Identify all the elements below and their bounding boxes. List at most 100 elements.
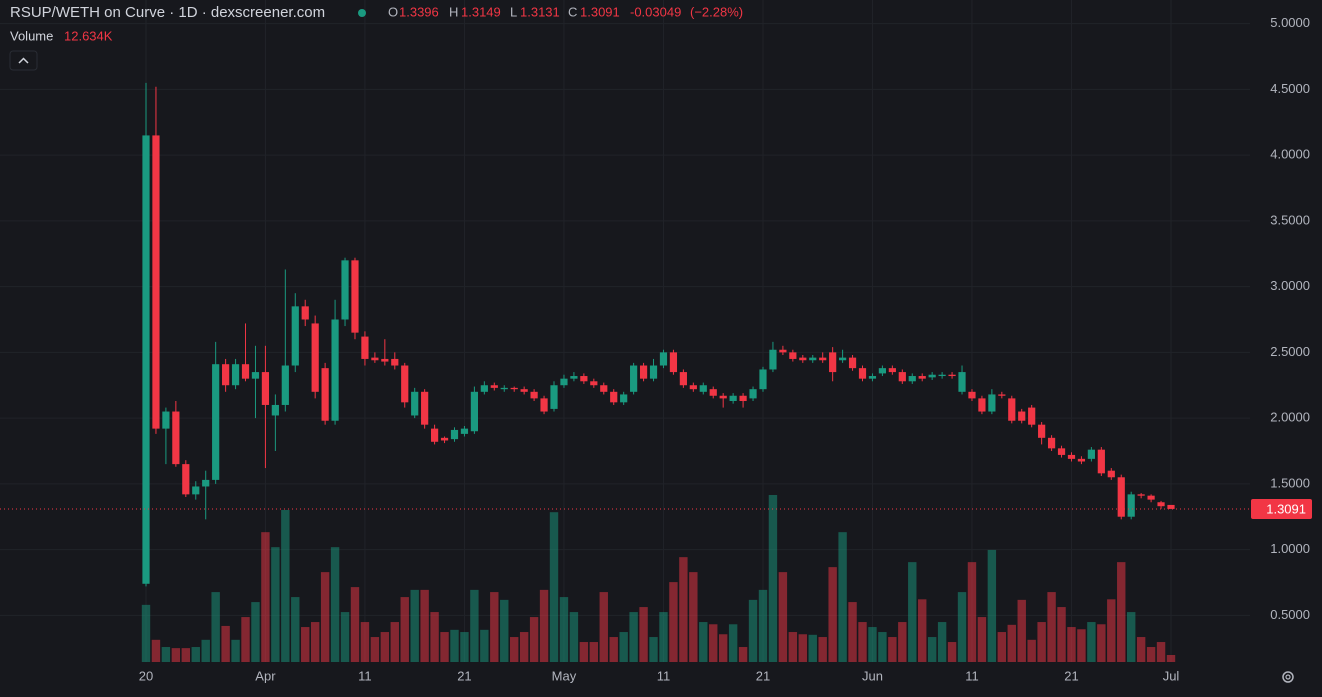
volume-bar xyxy=(629,612,638,662)
candle-body xyxy=(500,387,508,390)
candle-body xyxy=(162,411,170,429)
candle-body xyxy=(261,372,270,405)
volume-bar xyxy=(768,495,778,662)
volume-bar xyxy=(549,512,559,662)
volume-bar xyxy=(1007,624,1016,662)
volume-bar xyxy=(798,634,807,662)
candle-body xyxy=(440,437,449,441)
volume-bar xyxy=(848,602,857,662)
candle-body xyxy=(799,357,807,361)
collapse-button-box[interactable] xyxy=(9,50,38,71)
candle-body xyxy=(948,374,956,377)
candle-body xyxy=(988,394,996,412)
volume-bar xyxy=(748,599,758,662)
candle-body xyxy=(391,358,399,366)
volume-bar xyxy=(1067,627,1076,662)
volume-bar xyxy=(579,642,589,662)
y-tick-label: 5.0000 xyxy=(1270,15,1310,30)
volume-bar xyxy=(460,632,469,662)
volume-bar xyxy=(758,589,768,662)
volume-bar xyxy=(171,648,181,662)
volume-bar xyxy=(569,612,579,662)
ohlc-label: C xyxy=(568,4,577,19)
settings-icon[interactable] xyxy=(1282,671,1294,683)
volume-bar xyxy=(410,589,419,662)
volume-bar xyxy=(291,597,300,662)
candle-body xyxy=(709,389,717,396)
candle-body xyxy=(590,381,598,386)
volume-bar xyxy=(898,622,907,662)
ohlc-label: O xyxy=(388,4,398,19)
x-tick-label: 11 xyxy=(965,668,979,683)
candle-body xyxy=(878,368,887,374)
candle-body xyxy=(251,372,260,379)
volume-bar xyxy=(310,622,320,662)
settings-button[interactable] xyxy=(1282,671,1294,683)
x-tick-label: 21 xyxy=(1064,668,1078,683)
volume-bar xyxy=(778,572,788,662)
ohlc-label: L xyxy=(510,4,517,19)
volume-bars xyxy=(141,495,1176,662)
y-tick-label: 3.0000 xyxy=(1270,278,1310,293)
x-tick-label: May xyxy=(552,668,577,683)
candle-body xyxy=(401,365,409,403)
candle-body xyxy=(1018,411,1026,421)
candle-body xyxy=(649,365,658,379)
collapse-button[interactable] xyxy=(9,50,38,71)
candle-body xyxy=(152,135,160,429)
volume-bar xyxy=(858,622,867,662)
volume-bar xyxy=(709,624,718,662)
volume-bar xyxy=(330,547,340,662)
volume-bar xyxy=(967,562,977,662)
volume-bar xyxy=(1077,629,1086,662)
candle-body xyxy=(271,404,279,416)
candle-body xyxy=(520,389,528,392)
candle-body xyxy=(381,358,389,362)
candle-body xyxy=(1097,449,1105,474)
ohlc-value: 1.3131 xyxy=(520,4,560,19)
volume-bar xyxy=(599,592,608,662)
candle-body xyxy=(858,368,867,379)
candle-body xyxy=(938,374,946,377)
volume-bar xyxy=(699,622,708,662)
volume-bar xyxy=(1037,622,1046,662)
x-tick-label: Jul xyxy=(1163,668,1180,683)
candle-body xyxy=(411,391,419,416)
y-tick-label: 0.5000 xyxy=(1270,607,1310,622)
volume-bar xyxy=(380,632,390,662)
candle-body xyxy=(719,395,727,399)
candle-body xyxy=(570,376,578,379)
candle-body xyxy=(659,352,668,366)
candle-body xyxy=(460,428,469,434)
candle-body xyxy=(1067,454,1076,459)
volume-bar xyxy=(609,637,618,662)
volume-bar xyxy=(1097,624,1106,662)
volume-bar xyxy=(241,617,250,662)
volume-bar xyxy=(500,599,509,662)
volume-bar xyxy=(151,639,161,662)
candle-body xyxy=(560,378,568,386)
candle-body xyxy=(1008,398,1016,421)
change-percent: (−2.28%) xyxy=(690,4,743,19)
volume-bar xyxy=(440,632,449,662)
candle-body xyxy=(430,428,439,442)
candle-body xyxy=(639,365,648,379)
volume-bar xyxy=(201,639,210,662)
volume-value: 12.634K xyxy=(64,28,113,43)
status-dot xyxy=(358,9,366,17)
candle-body xyxy=(182,464,190,495)
candle-body xyxy=(510,387,518,390)
candle-body xyxy=(371,357,379,361)
candle-body xyxy=(1047,437,1056,449)
candle-body xyxy=(202,479,210,487)
candle-body xyxy=(689,385,697,390)
candle-body xyxy=(610,391,618,403)
candle-body xyxy=(321,368,329,421)
volume-bar xyxy=(1057,607,1066,662)
candle-body xyxy=(490,385,498,388)
candle-body xyxy=(679,372,687,386)
volume-bar xyxy=(519,632,529,662)
candle-body xyxy=(222,364,230,386)
chart-title: RSUP/WETH on Curve · 1D · dexscreener.co… xyxy=(10,4,325,21)
candle-body xyxy=(1117,477,1125,517)
